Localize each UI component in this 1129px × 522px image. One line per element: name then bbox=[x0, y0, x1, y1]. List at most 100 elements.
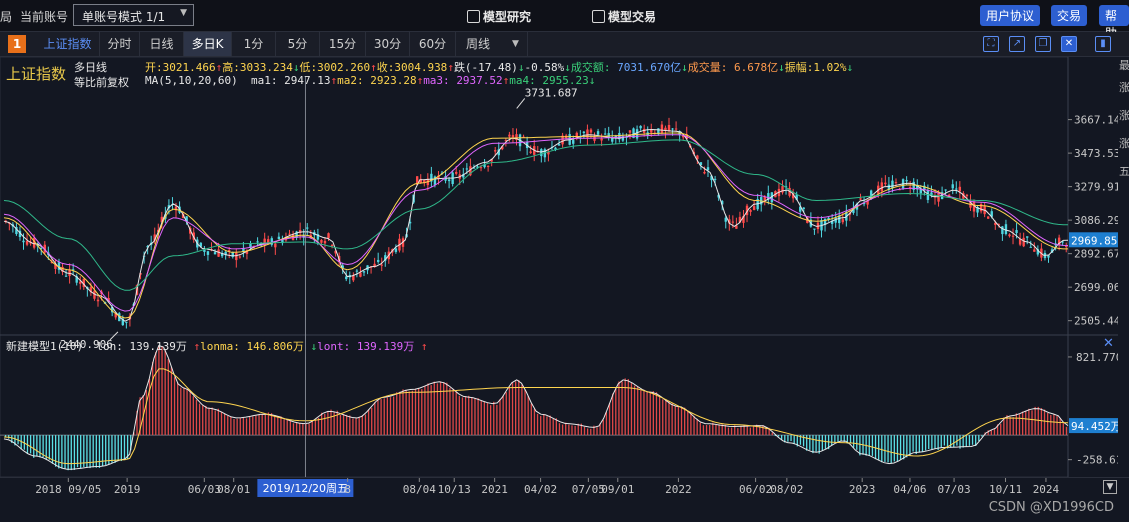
candle-body bbox=[724, 217, 727, 222]
chevron-down-icon[interactable]: ▼ bbox=[1103, 480, 1117, 494]
candle-body bbox=[511, 135, 515, 138]
help-button[interactable]: 帮助 bbox=[1099, 5, 1129, 40]
ma3-value: 2937.52 bbox=[456, 74, 503, 87]
tab-index[interactable]: 上证指数 bbox=[36, 32, 100, 56]
candle-body bbox=[611, 137, 614, 142]
ma3-label: ma3: bbox=[423, 74, 450, 87]
candle-body bbox=[728, 219, 731, 224]
lon-value: 139.139万 bbox=[129, 340, 187, 353]
candle-body bbox=[15, 227, 18, 235]
close-indicator-icon[interactable]: ✕ bbox=[1103, 336, 1114, 351]
tab-15min[interactable]: 15分 bbox=[320, 32, 366, 56]
tab-weekly-label: 周线 bbox=[466, 37, 491, 51]
candle-body bbox=[235, 252, 238, 261]
time-tick-label: 07/05 bbox=[572, 483, 605, 496]
candle-body bbox=[245, 250, 249, 254]
candle-body bbox=[916, 184, 919, 190]
close-label: 收: bbox=[376, 61, 395, 74]
close-icon[interactable]: ✕ bbox=[1061, 36, 1077, 52]
tab-30min[interactable]: 30分 bbox=[366, 32, 410, 56]
user-agreement-button[interactable]: 用户协议 bbox=[980, 5, 1041, 26]
candle-body bbox=[203, 249, 206, 252]
lont-label: lont: bbox=[317, 340, 351, 353]
candle-body bbox=[838, 215, 841, 224]
candle-body bbox=[114, 313, 117, 318]
volume-value: 6.678亿 bbox=[734, 61, 779, 74]
tab-daily[interactable]: 日线 bbox=[140, 32, 184, 56]
restore-window-icon[interactable]: ❐ bbox=[1035, 36, 1051, 52]
candle-body bbox=[192, 232, 195, 240]
candle-body bbox=[543, 149, 547, 158]
tab-1min[interactable]: 1分 bbox=[232, 32, 276, 56]
time-tick-label: 04/06 bbox=[893, 483, 926, 496]
candle-body bbox=[483, 164, 486, 168]
fullscreen-icon[interactable]: ⛶ bbox=[983, 36, 999, 52]
candle-body bbox=[770, 192, 774, 203]
candle-body bbox=[699, 162, 703, 166]
tab-60min[interactable]: 60分 bbox=[410, 32, 456, 56]
ma1-line bbox=[3, 128, 1069, 322]
candle-body bbox=[362, 271, 366, 273]
model-research-link[interactable]: 模型研究 bbox=[467, 8, 531, 25]
candle-body bbox=[547, 152, 550, 155]
model-research-label: 模型研究 bbox=[483, 10, 532, 24]
sidebar-toggle-icon[interactable]: ▮ bbox=[1095, 36, 1111, 52]
candle-body bbox=[859, 198, 862, 200]
candle-body bbox=[93, 290, 96, 299]
account-mode-select[interactable]: 单账号模式 1/1 ▼ bbox=[73, 4, 194, 26]
candle-body bbox=[57, 262, 61, 270]
candle-body bbox=[791, 193, 795, 199]
candle-body bbox=[320, 239, 323, 243]
candle-body bbox=[437, 175, 440, 179]
candle-body bbox=[841, 219, 844, 223]
time-axis[interactable]: 2018 09/05 2019 06/03 08/01 2019/12/20周五 8 08/… bbox=[0, 477, 1129, 497]
tab-5min[interactable]: 5分 bbox=[276, 32, 320, 56]
candle-body bbox=[596, 131, 600, 135]
candle-body bbox=[476, 166, 479, 168]
candle-body bbox=[1065, 245, 1068, 247]
candle-body bbox=[834, 217, 837, 223]
popout-icon[interactable]: ↗ bbox=[1009, 36, 1025, 52]
trade-button[interactable]: 交易 bbox=[1051, 5, 1088, 26]
candle-body bbox=[327, 233, 330, 239]
candle-body bbox=[713, 178, 717, 180]
ma4-line bbox=[3, 139, 1068, 291]
arrow-down-icon: ↓ bbox=[778, 61, 785, 74]
candle-body bbox=[352, 275, 355, 281]
candlestick-series bbox=[4, 117, 1068, 329]
candle-body bbox=[880, 182, 883, 192]
candle-body bbox=[586, 129, 589, 138]
model-trade-link[interactable]: 模型交易 bbox=[592, 8, 656, 25]
candle-body bbox=[415, 176, 419, 185]
candle-body bbox=[497, 149, 500, 156]
indicator-name: 新建模型1(10) bbox=[6, 340, 84, 353]
time-tick-label: 10/11 bbox=[989, 483, 1022, 496]
candle-body bbox=[529, 151, 532, 153]
candle-body bbox=[940, 192, 944, 200]
candle-body bbox=[249, 243, 252, 248]
tab-intraday[interactable]: 分时 bbox=[100, 32, 140, 56]
kline-chart[interactable]: 3667.148 3473.531 3279.914 3086.296 2892.679… bbox=[0, 57, 1118, 477]
tab-weekly[interactable]: 周线 ▼ bbox=[456, 32, 528, 56]
change-percent: -0.58% bbox=[524, 61, 565, 74]
candle-body bbox=[270, 238, 273, 245]
candle-body bbox=[64, 275, 68, 277]
candle-body bbox=[635, 129, 639, 139]
side-panel-char: 五 bbox=[1119, 165, 1129, 178]
max-marker-label: 3731.687 bbox=[525, 86, 578, 99]
ma2-value: 2923.28 bbox=[370, 74, 417, 87]
candle-body bbox=[185, 216, 188, 222]
tab-multi-day[interactable]: 多日K bbox=[184, 32, 232, 56]
candle-body bbox=[181, 214, 185, 219]
arrow-up-icon: ↑ bbox=[193, 340, 201, 353]
candle-body bbox=[508, 134, 511, 137]
candle-body bbox=[749, 210, 752, 212]
candle-body bbox=[554, 147, 557, 150]
indicator-readout: 新建模型1(10) lon: 139.139万 ↑lonma: 146.806万… bbox=[6, 338, 427, 354]
candle-body bbox=[887, 184, 891, 190]
candle-body bbox=[650, 128, 653, 133]
candle-body bbox=[745, 205, 749, 216]
candle-body bbox=[561, 135, 564, 145]
candle-body bbox=[582, 131, 586, 133]
